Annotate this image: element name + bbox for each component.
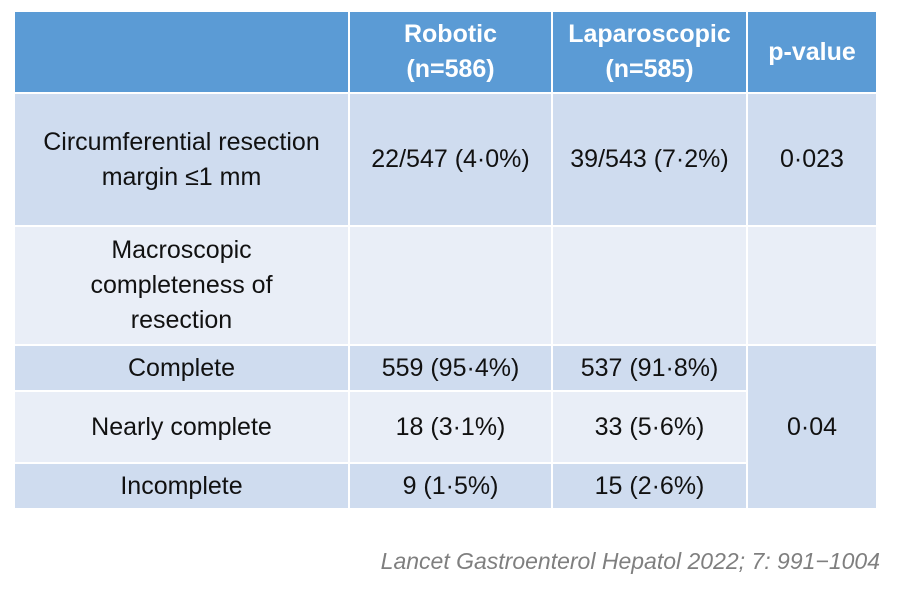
macro-pvalue: 0·04 [746,344,878,510]
crm-label: Circumferential resection margin ≤1 mm [13,92,350,227]
complete-label: Complete [13,344,350,392]
crm-label-line1: Circumferential resection [43,127,320,156]
citation: Lancet Gastroenterol Hepatol 2022; 7: 99… [380,548,880,574]
crm-laparoscopic: 39/543 (7·2%) [551,92,748,227]
macro-laparoscopic-empty [551,225,748,346]
complete-robotic: 559 (95·4%) [348,344,553,392]
complete-laparoscopic: 537 (91·8%) [551,344,748,392]
header-robotic-title: Robotic [403,20,498,48]
nearly-laparoscopic: 33 (5·6%) [551,390,748,464]
header-laparoscopic: Laparoscopic (n=585) [551,10,748,94]
header-label-cell [13,10,350,94]
header-robotic-n: (n=586) [406,55,495,83]
macro-pvalue-empty [746,225,878,346]
crm-label-line2: margin ≤1 mm [101,162,262,191]
crm-robotic: 22/547 (4·0%) [348,92,553,227]
table-row-incomplete: Incomplete 9 (1·5%) 15 (2·6%) [13,462,877,510]
incomplete-laparoscopic: 15 (2·6%) [551,462,748,510]
macro-robotic-empty [348,225,553,346]
table-row-macro: Macroscopic completeness of resection [13,225,878,346]
header-laparoscopic-n: (n=585) [605,55,694,83]
header-laparoscopic-title: Laparoscopic [568,20,731,48]
table-row-crm: Circumferential resection margin ≤1 mm 2… [13,92,878,227]
macro-label-line1: Macroscopic [111,236,252,264]
nearly-label: Nearly complete [13,390,350,464]
incomplete-robotic: 9 (1·5%) [348,462,553,510]
macro-label-line2: completeness of [90,271,273,299]
nearly-robotic: 18 (3·1%) [348,390,553,464]
header-robotic: Robotic (n=586) [348,10,553,94]
macro-label: Macroscopic completeness of resection [13,225,350,346]
table-row-complete: Complete 559 (95·4%) 537 (91·8%) 0·04 [13,344,878,510]
header-row: Robotic (n=586) Laparoscopic (n=585) p-v… [13,10,878,94]
header-pvalue: p-value [746,10,878,94]
incomplete-label: Incomplete [13,462,350,510]
results-table: Robotic (n=586) Laparoscopic (n=585) p-v… [13,10,878,510]
table-row-nearly-complete: Nearly complete 18 (3·1%) 33 (5·6%) [13,390,877,464]
macro-label-line3: resection [130,306,233,334]
crm-pvalue: 0·023 [746,92,878,227]
